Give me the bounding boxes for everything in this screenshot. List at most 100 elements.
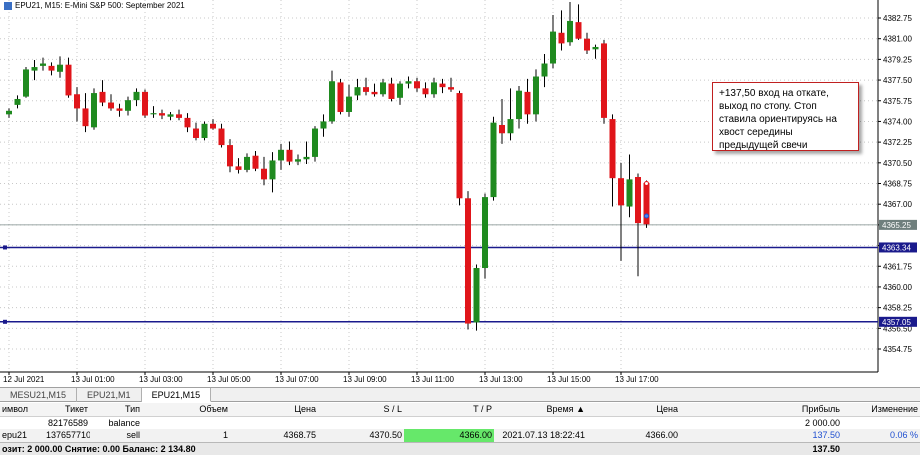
candle-bear [465, 198, 471, 324]
candle-bear [99, 91, 106, 103]
price-tick-label: 4368.75 [883, 180, 912, 189]
price-tag-label: 4357.05 [882, 318, 911, 327]
header-ticket[interactable]: Тикет [44, 403, 90, 417]
candle-bear [116, 108, 123, 111]
table-row-position[interactable]: epu21 137657710 sell 1 4368.75 4370.50 4… [0, 429, 920, 442]
candle-bear [193, 128, 199, 138]
chart-symbol-icon [4, 1, 12, 10]
candle-bear [142, 91, 148, 116]
candle-bear [82, 108, 89, 127]
candle-bear [108, 102, 114, 109]
positions-table: имвол Тикет Тип Объем Цена S / L T / P В… [0, 403, 920, 455]
candle-bull [91, 93, 97, 128]
time-tick-label: 13 Jul 09:00 [343, 375, 387, 384]
candle-bear [371, 91, 378, 95]
header-profit[interactable]: Прибыль [680, 403, 842, 417]
price-tick-label: 4381.00 [883, 35, 912, 44]
time-tick-label: 13 Jul 11:00 [411, 375, 455, 384]
price-tick-label: 4356.50 [883, 324, 912, 333]
candle-bear [439, 83, 446, 88]
candle-bull [567, 20, 573, 43]
price-chart[interactable]: 4382.75 4381.00 4379.25 4377.50 4375.75 4374.… [0, 0, 920, 387]
price-tag-background [879, 242, 917, 253]
annotation-line: выход по стопу. Стоп [719, 101, 817, 112]
cell-time [494, 416, 587, 429]
order-exit-marker [644, 213, 649, 219]
candle-bear [558, 32, 565, 44]
price-tick-label: 4382.75 [883, 14, 912, 23]
time-tick-label: 13 Jul 03:00 [139, 375, 183, 384]
summary-balance-text: озит: 2 000.00 Снятие: 0.00 Баланс: 2 13… [0, 441, 680, 455]
plot-background [0, 0, 878, 372]
candle-bull [320, 121, 327, 129]
header-tp[interactable]: T / P [404, 403, 494, 417]
cell-symbol: epu21 [2, 430, 28, 441]
candle-bear [210, 123, 216, 129]
cell-profit: 137.50 [812, 430, 840, 441]
cell-ticket: 137657710 [46, 430, 90, 441]
candle-bull [269, 160, 276, 180]
candle-bull [329, 81, 335, 122]
annotation-note[interactable]: +137,50 вход на откате, выход по стопу. … [712, 82, 859, 151]
sort-arrow-icon: ▲ [576, 404, 585, 415]
cell-current [587, 416, 680, 429]
candle-bull [380, 82, 386, 95]
candle-bull [57, 64, 63, 72]
trade-terminal: имвол Тикет Тип Объем Цена S / L T / P В… [0, 403, 920, 467]
price-tick-label: 4354.75 [883, 345, 912, 354]
candle-bear [363, 87, 369, 92]
candle-bull [473, 268, 480, 323]
candle-bull [244, 156, 250, 170]
cell-sl[interactable]: 4370.50 [369, 430, 402, 441]
header-price[interactable]: Цена [230, 403, 318, 417]
time-tick-label: 13 Jul 07:00 [275, 375, 319, 384]
tab-epu21-m1[interactable]: EPU21,M1 [77, 388, 142, 402]
price-tag-label: 4365.25 [882, 221, 911, 230]
header-time-label: Время [546, 404, 574, 415]
candle-bull [397, 83, 403, 98]
candle-bear [414, 81, 420, 89]
cell-volume: 1 [222, 430, 228, 441]
time-tick-label: 13 Jul 15:00 [547, 375, 591, 384]
tab-epu21-m15[interactable]: EPU21,M15 [141, 388, 212, 402]
candle-bear [337, 82, 344, 112]
candle-bull [550, 31, 556, 64]
chart-tabs: MESU21,M15 EPU21,M1 EPU21,M15 [0, 387, 920, 402]
cell-price: 4368.75 [283, 430, 316, 441]
time-tick-label: 13 Jul 13:00 [479, 375, 523, 384]
cell-sl [318, 416, 404, 429]
candle-bull [150, 113, 157, 115]
header-current-price[interactable]: Цена [587, 403, 680, 417]
candle-bull [507, 119, 514, 134]
candle-bull [40, 63, 46, 66]
price-tick-label: 4372.25 [883, 138, 912, 147]
chart-area[interactable]: 4382.75 4381.00 4379.25 4377.50 4375.75 4374.… [0, 0, 920, 387]
header-sl[interactable]: S / L [318, 403, 404, 417]
time-tick-label: 12 Jul 2021 [3, 375, 45, 384]
time-tick-label: 13 Jul 17:00 [615, 375, 659, 384]
candle-bear [286, 149, 293, 162]
header-change[interactable]: Изменение [842, 403, 920, 417]
candle-bull [23, 69, 29, 97]
price-tick-label: 4377.50 [883, 76, 912, 85]
header-volume[interactable]: Объем [142, 403, 230, 417]
price-tick-label: 4358.25 [883, 304, 912, 313]
price-tag-background [879, 316, 917, 327]
candle-bear [159, 113, 165, 116]
candle-bull [516, 90, 522, 120]
cell-symbol [0, 416, 44, 429]
header-time[interactable]: Время ▲ [494, 403, 587, 417]
summary-profit: 137.50 [680, 441, 842, 455]
annotation-line: +137,50 вход на откате, [719, 88, 829, 99]
header-symbol[interactable]: имвол [0, 403, 44, 417]
candle-bull [541, 63, 548, 77]
cell-ticket: 82176589 [47, 417, 88, 428]
candle-bear [618, 178, 624, 206]
table-row-balance[interactable]: 82176589 balance 2 000.00 [0, 416, 920, 429]
cell-tp[interactable]: 4366.00 [404, 429, 494, 442]
tab-mesu21-m15[interactable]: MESU21,M15 [0, 388, 78, 402]
price-tick-label: 4360.00 [883, 283, 912, 292]
cell-profit: 2 000.00 [804, 417, 840, 428]
header-type[interactable]: Тип [90, 403, 142, 417]
summary-change [842, 441, 920, 455]
